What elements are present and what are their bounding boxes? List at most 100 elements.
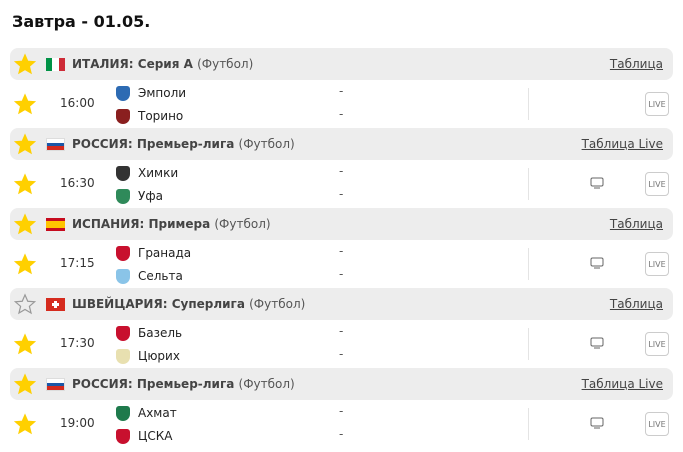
team-name: Эмполи [138, 86, 187, 100]
team-name: Цюрих [138, 349, 180, 363]
standings-link[interactable]: Таблица [609, 217, 663, 231]
flag-es-icon [46, 218, 65, 231]
away-score: - [339, 267, 344, 281]
match-row[interactable]: 19:00 Ахмат ЦСКА - - LIVE [10, 400, 673, 448]
away-score: - [339, 107, 344, 121]
live-button[interactable]: LIVE [645, 92, 669, 116]
favorite-star-icon[interactable] [14, 373, 36, 395]
favorite-star-icon[interactable] [14, 413, 36, 435]
league-country: ШВЕЙЦАРИЯ: [72, 297, 168, 311]
match-time: 16:30 [60, 176, 95, 190]
team-logo-icon [116, 268, 130, 284]
tv-icon[interactable] [590, 337, 604, 352]
match-list: ИТАЛИЯ: Серия А (Футбол) Таблица 16:00 Э… [10, 48, 673, 448]
tv-icon[interactable] [590, 257, 604, 272]
flag-it-icon [46, 58, 65, 71]
league-country: РОССИЯ: [72, 377, 133, 391]
league-name[interactable]: ИТАЛИЯ: Серия А (Футбол) [72, 57, 253, 71]
flag-ru-icon [46, 378, 65, 391]
league-name[interactable]: РОССИЯ: Премьер-лига (Футбол) [72, 377, 295, 391]
match-row[interactable]: 16:00 Эмполи Торино - - LIVE [10, 80, 673, 128]
live-button[interactable]: LIVE [645, 172, 669, 196]
tv-icon[interactable] [590, 417, 604, 432]
divider [528, 168, 529, 200]
match-time: 16:00 [60, 96, 95, 110]
team-logo-icon [116, 245, 130, 261]
league-title: Премьер-лига [136, 377, 235, 391]
live-button[interactable]: LIVE [645, 332, 669, 356]
home-team: Эмполи [116, 84, 186, 102]
team-name: Гранада [138, 246, 192, 260]
favorite-star-icon[interactable] [14, 333, 36, 355]
flag-ch-icon [46, 298, 65, 311]
standings-link[interactable]: Таблица [609, 297, 663, 311]
live-button[interactable]: LIVE [645, 412, 669, 436]
home-score: - [339, 164, 344, 178]
away-score: - [339, 187, 344, 201]
away-team: Торино [116, 107, 183, 125]
home-score: - [339, 324, 344, 338]
divider [528, 328, 529, 360]
league-country: РОССИЯ: [72, 137, 133, 151]
match-row[interactable]: 17:30 Базель Цюрих - - LIVE [10, 320, 673, 368]
home-score: - [339, 244, 344, 258]
team-logo-icon [116, 348, 130, 364]
home-team: Химки [116, 164, 178, 182]
team-logo-icon [116, 428, 130, 444]
league-header: ШВЕЙЦАРИЯ: Суперлига (Футбол) Таблица [10, 288, 673, 320]
favorite-star-icon[interactable] [14, 173, 36, 195]
team-logo-icon [116, 165, 130, 181]
team-name: ЦСКА [138, 429, 173, 443]
league-title: Серия А [137, 57, 193, 71]
team-name: Торино [138, 109, 184, 123]
league-header: РОССИЯ: Премьер-лига (Футбол) Таблица Li… [10, 128, 673, 160]
away-team: Цюрих [116, 347, 180, 365]
away-team: ЦСКА [116, 427, 172, 445]
away-score: - [339, 427, 344, 441]
league-header: ИСПАНИЯ: Примера (Футбол) Таблица [10, 208, 673, 240]
match-time: 17:15 [60, 256, 95, 270]
home-score: - [339, 84, 344, 98]
away-team: Уфа [116, 187, 163, 205]
standings-link[interactable]: Таблица [609, 57, 663, 71]
match-time: 19:00 [60, 416, 95, 430]
team-name: Сельта [138, 269, 183, 283]
league-sport: (Футбол) [238, 137, 295, 151]
team-name: Химки [138, 166, 179, 180]
tv-icon[interactable] [590, 177, 604, 192]
page-title: Завтра - 01.05. [12, 12, 151, 31]
league-name[interactable]: ИСПАНИЯ: Примера (Футбол) [72, 217, 271, 231]
standings-link[interactable]: Таблица Live [581, 137, 663, 151]
match-row[interactable]: 16:30 Химки Уфа - - LIVE [10, 160, 673, 208]
favorite-star-icon[interactable] [14, 213, 36, 235]
league-name[interactable]: РОССИЯ: Премьер-лига (Футбол) [72, 137, 295, 151]
league-title: Суперлига [171, 297, 245, 311]
team-logo-icon [116, 188, 130, 204]
favorite-star-icon[interactable] [14, 253, 36, 275]
away-score: - [339, 347, 344, 361]
league-header: ИТАЛИЯ: Серия А (Футбол) Таблица [10, 48, 673, 80]
divider [528, 88, 529, 120]
standings-link[interactable]: Таблица Live [581, 377, 663, 391]
divider [528, 408, 529, 440]
favorite-star-icon[interactable] [14, 93, 36, 115]
match-row[interactable]: 17:15 Гранада Сельта - - LIVE [10, 240, 673, 288]
league-name[interactable]: ШВЕЙЦАРИЯ: Суперлига (Футбол) [72, 297, 305, 311]
favorite-star-icon[interactable] [14, 293, 36, 315]
match-time: 17:30 [60, 336, 95, 350]
league-country: ИТАЛИЯ: [72, 57, 134, 71]
team-logo-icon [116, 325, 130, 341]
league-country: ИСПАНИЯ: [72, 217, 145, 231]
league-title: Примера [148, 217, 211, 231]
team-name: Ахмат [138, 406, 177, 420]
home-team: Ахмат [116, 404, 177, 422]
team-logo-icon [116, 85, 130, 101]
league-sport: (Футбол) [197, 57, 254, 71]
league-title: Премьер-лига [136, 137, 235, 151]
league-sport: (Футбол) [238, 377, 295, 391]
favorite-star-icon[interactable] [14, 53, 36, 75]
league-sport: (Футбол) [249, 297, 306, 311]
divider [528, 248, 529, 280]
live-button[interactable]: LIVE [645, 252, 669, 276]
favorite-star-icon[interactable] [14, 133, 36, 155]
